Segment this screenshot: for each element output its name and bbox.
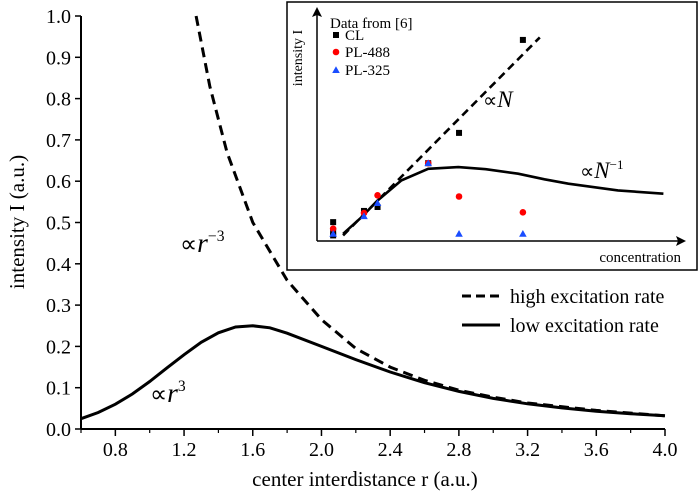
y-tick-label: 0.6 [46, 171, 71, 193]
series-line-low-excitation [80, 324, 666, 421]
data-point-pl-325 [360, 212, 368, 220]
annotation-exponent: 3 [178, 378, 186, 395]
inset-legend-label: PL-488 [345, 45, 390, 61]
data-point-pl-488 [519, 209, 527, 216]
data-point-cl [330, 219, 337, 226]
x-tick-label: 3.6 [584, 439, 609, 461]
x-tick-label: 2.8 [446, 439, 471, 461]
annotation-variable: r [167, 377, 178, 408]
annotation: ∝r3 [150, 377, 186, 408]
data-point-pl-488 [455, 193, 463, 200]
inset-y-label: intensity I [291, 29, 306, 86]
legend-label: low excitation rate [510, 315, 659, 337]
inset-inverse-fit-line [342, 165, 664, 235]
data-point-pl-325 [373, 199, 382, 207]
y-tick-label: 1.0 [46, 6, 71, 28]
inset-frame [286, 1, 698, 271]
y-tick-label: 0.7 [46, 130, 71, 152]
data-point-pl-488 [374, 192, 381, 199]
x-axis-label: center interdistance r (a.u.) [252, 467, 478, 491]
data-point-cl [519, 36, 526, 43]
data-point-cl [456, 129, 463, 136]
legend-marker-pl-325 [332, 66, 340, 73]
x-tick-label: 0.8 [103, 439, 128, 461]
y-tick-label: 0.2 [46, 336, 71, 358]
legend-label: high excitation rate [510, 286, 665, 308]
y-tick-label: 0.5 [46, 213, 71, 235]
y-tick-label: 0.9 [46, 47, 71, 69]
x-tick-label: 3.2 [515, 439, 540, 461]
annotation-symbol: ∝ [180, 232, 197, 258]
annotation-symbol: ∝ [483, 90, 497, 112]
data-point-pl-325 [455, 229, 463, 237]
annotation: ∝N [483, 87, 514, 112]
inset-y-arrow-icon [312, 7, 322, 17]
inset-legend-title: Data from [6] [330, 16, 412, 32]
annotation-variable: N [496, 87, 514, 112]
x-tick-label: 2.0 [309, 439, 334, 461]
x-tick-label: 1.6 [240, 439, 265, 461]
y-tick-label: 0.0 [46, 419, 71, 441]
legend-marker-cl [333, 32, 339, 38]
annotation: ∝r−3 [180, 227, 225, 258]
annotation-variable: N [593, 158, 611, 183]
data-point-pl-325 [329, 229, 337, 237]
inset-legend-label: CL [345, 28, 364, 44]
data-point-cl [374, 203, 381, 210]
x-tick-label: 1.2 [172, 439, 197, 461]
data-point-pl-488 [329, 225, 337, 232]
y-axis-label: intensity I (a.u.) [5, 155, 29, 289]
annotation-symbol: ∝ [580, 161, 594, 183]
inset-legend-label: PL-325 [345, 63, 390, 79]
series-line-high-excitation [194, 15, 666, 418]
x-tick-label: 4.0 [653, 439, 678, 461]
inset-x-label: concentration [599, 250, 681, 266]
data-point-pl-325 [424, 159, 433, 167]
y-tick-label: 0.8 [46, 89, 71, 111]
data-point-pl-325 [519, 229, 527, 237]
inset-x-arrow-icon [676, 236, 686, 246]
y-tick-label: 0.1 [46, 378, 71, 400]
legend-marker-pl-488 [332, 48, 340, 56]
y-tick-label: 0.3 [46, 295, 71, 317]
annotation-exponent: −1 [610, 157, 624, 172]
annotation-exponent: −3 [208, 228, 225, 245]
annotation: ∝N−1 [580, 157, 623, 183]
x-tick-label: 2.4 [378, 439, 403, 461]
y-tick-label: 0.4 [46, 254, 71, 276]
annotation-variable: r [197, 227, 208, 258]
annotation-symbol: ∝ [150, 382, 167, 408]
